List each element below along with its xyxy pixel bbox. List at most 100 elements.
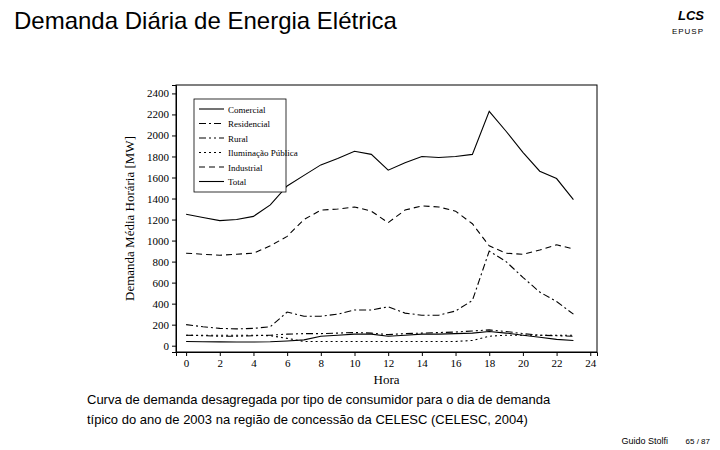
x-tick-label: 22 [552, 357, 563, 369]
legend-label: Residencial [228, 119, 270, 129]
y-tick-label: 2200 [147, 108, 170, 120]
x-tick-label: 14 [417, 357, 429, 369]
y-tick: 2400 [147, 87, 176, 99]
y-tick-mark [172, 346, 176, 347]
legend-box [194, 99, 286, 192]
x-tick: 14 [417, 352, 429, 369]
y-tick: 2000 [147, 129, 176, 141]
caption: Curva de demanda desagregada por tipo de… [87, 392, 551, 407]
x-tick-label: 12 [383, 357, 394, 369]
y-tick-mark [172, 283, 176, 284]
x-tick-label: 4 [251, 357, 257, 369]
series-line [186, 251, 573, 329]
page-number: 65 / 87 [686, 437, 711, 446]
series-line [186, 111, 573, 220]
x-tick-mark [220, 352, 221, 356]
x-tick: 22 [552, 352, 563, 369]
y-tick: 400 [153, 298, 177, 310]
x-tick-label: 6 [285, 357, 291, 369]
y-tick: 1000 [147, 235, 176, 247]
x-tick-label: 8 [319, 357, 325, 369]
x-tick-mark [321, 352, 322, 356]
y-tick: 2200 [147, 108, 176, 120]
y-tick-mark [172, 325, 176, 326]
x-axis-title: Hora [374, 372, 400, 387]
series-line [186, 332, 573, 343]
legend-swatch [199, 181, 224, 182]
x-tick-mark [253, 352, 254, 356]
x-tick: 0 [184, 352, 190, 369]
x-tick: 18 [484, 352, 496, 369]
legend-label: Comercial [228, 105, 266, 115]
x-tick: 12 [383, 352, 394, 369]
y-tick-mark [172, 199, 176, 200]
series-line [186, 206, 573, 255]
y-tick: 600 [153, 277, 177, 289]
x-tick-mark [388, 352, 389, 356]
y-tick-label: 2400 [147, 87, 170, 99]
legend-label: Total [228, 177, 247, 187]
y-tick-label: 400 [153, 298, 170, 310]
x-tick-mark [523, 352, 524, 356]
x-axis-line [177, 353, 598, 357]
y-tick: 800 [153, 256, 177, 268]
y-tick-label: 800 [153, 256, 170, 268]
y-tick-mark [172, 135, 176, 136]
legend-swatch [199, 137, 224, 138]
slide: Demanda Diária de Energia Elétrica LCS EPU… [0, 0, 720, 450]
x-tick-mark [489, 352, 490, 356]
y-tick-label: 1800 [147, 151, 170, 163]
y-tick: 0 [164, 340, 177, 352]
x-tick-mark [557, 352, 558, 356]
y-tick-label: 1400 [147, 193, 170, 205]
x-tick-label: 16 [451, 357, 463, 369]
x-tick: 24 [585, 352, 597, 369]
x-tick: 4 [251, 352, 257, 369]
y-tick-mark [172, 304, 176, 305]
y-tick-mark [172, 93, 176, 94]
logo-sub: EPUSP [672, 27, 704, 36]
legend-swatch [199, 108, 224, 109]
author: Guido Stolfi [621, 436, 668, 446]
x-tick-label: 24 [585, 357, 597, 369]
y-axis-title: Demanda Média Horária [MW] [122, 136, 137, 301]
logo: LCS [678, 8, 704, 23]
y-tick: 200 [153, 319, 177, 331]
y-tick-mark [172, 114, 176, 115]
y-tick: 1600 [147, 172, 176, 184]
slide-title: Demanda Diária de Energia Elétrica [14, 7, 398, 34]
legend-label: Rural [228, 134, 248, 144]
y-tick-label: 600 [153, 277, 170, 289]
x-tick-mark [590, 352, 591, 356]
y-tick-mark [172, 262, 176, 263]
legend: Comercial Residencial Rural Iluminação Públ… [194, 99, 298, 192]
x-tick: 8 [319, 352, 325, 369]
legend-label: Iluminação Pública [228, 148, 298, 158]
x-tick: 16 [451, 352, 463, 369]
y-tick-mark [172, 156, 176, 157]
legend-swatch [199, 166, 224, 167]
y-tick-label: 1200 [147, 214, 170, 226]
x-tick-label: 10 [350, 357, 362, 369]
y-tick-label: 2000 [147, 129, 170, 141]
x-tick: 2 [218, 352, 224, 369]
legend-swatch [199, 152, 224, 153]
y-tick-mark [172, 178, 176, 179]
y-tick-label: 200 [153, 319, 170, 331]
y-axis: 0 200 400 600 800 1000 1200 1400 1600 1800 2000 220… [147, 86, 177, 353]
legend-label: Industrial [228, 163, 263, 173]
y-tick: 1200 [147, 214, 176, 226]
x-axis: 024681012141618202224 [177, 352, 598, 369]
x-tick-label: 0 [184, 357, 190, 369]
caption: típico do ano de 2003 na região de conce… [87, 412, 528, 427]
x-tick: 6 [285, 352, 291, 369]
y-tick-label: 0 [164, 340, 170, 352]
x-tick: 20 [518, 352, 530, 369]
x-tick-mark [186, 352, 187, 356]
y-tick-mark [172, 220, 176, 221]
legend-swatch [199, 123, 224, 124]
y-tick: 1800 [147, 151, 176, 163]
chart: 0246810121416182022240200400600800100012… [122, 85, 598, 387]
x-tick-mark [355, 352, 356, 356]
plot-frame [176, 85, 597, 352]
